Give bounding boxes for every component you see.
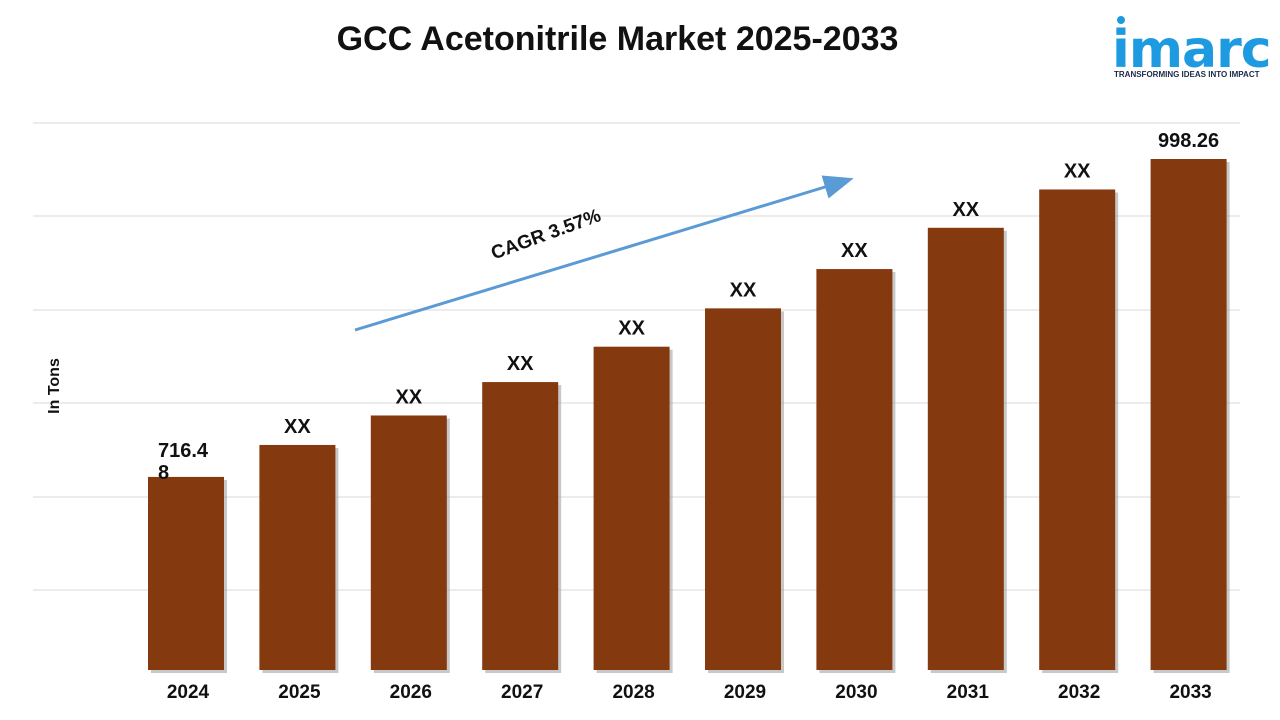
x-tick-label: 2029 — [724, 682, 766, 703]
bars — [148, 159, 1230, 674]
logo-dot-icon — [1117, 16, 1125, 24]
x-tick-label: 2026 — [390, 682, 432, 703]
x-tick-label: 2030 — [835, 682, 877, 703]
cagr-arrow-line — [354, 175, 854, 332]
data-labels: 716.4 8 XX XX XX XX XX XX XX XX 998.26 — [158, 130, 1219, 484]
bar-value-label: 998.26 — [1158, 130, 1219, 152]
bar — [1150, 159, 1227, 670]
bar-value-label: XX — [507, 353, 534, 375]
bar — [148, 476, 224, 670]
bar-value-label: XX — [1064, 160, 1091, 182]
bar — [1039, 189, 1116, 671]
chart-title: GCC Acetonitrile Market 2025-2033 — [336, 20, 899, 58]
bar-value-label: XX — [284, 416, 311, 438]
x-tick-label: 2025 — [278, 682, 321, 703]
bar-value-label: XX — [730, 279, 757, 301]
bar — [482, 382, 559, 670]
y-axis-label: In Tons — [46, 358, 63, 414]
bar — [259, 444, 336, 670]
x-tick-label: 2024 — [167, 682, 210, 703]
bar — [927, 227, 1004, 671]
bar — [816, 269, 893, 670]
bar-value-label: XX — [618, 318, 645, 340]
x-tick-label: 2033 — [1169, 682, 1211, 703]
cagr-arrow — [354, 175, 854, 332]
bar-value-label: XX — [841, 240, 868, 262]
bar — [593, 346, 670, 670]
bar-value-label: 716.4 8 — [158, 440, 209, 484]
x-tick-label: 2031 — [947, 682, 990, 703]
bar — [370, 415, 447, 670]
bar — [705, 308, 781, 670]
bar-value-label: XX — [952, 199, 979, 221]
cagr-annotation: CAGR 3.57% — [488, 205, 603, 264]
logo-wordmark: imarc — [1112, 20, 1272, 80]
imarc-logo: imarc TRANSFORMING IDEAS INTO IMPACT — [1108, 14, 1272, 84]
x-tick-labels: 2024 2025 2026 2027 2028 2029 2030 2031 2032 2033 — [167, 682, 1212, 703]
bar-value-label: XX — [395, 386, 422, 408]
x-tick-label: 2028 — [612, 682, 654, 703]
logo-tagline: TRANSFORMING IDEAS INTO IMPACT — [1114, 70, 1260, 79]
x-tick-label: 2027 — [501, 682, 543, 703]
x-tick-label: 2032 — [1058, 682, 1100, 703]
